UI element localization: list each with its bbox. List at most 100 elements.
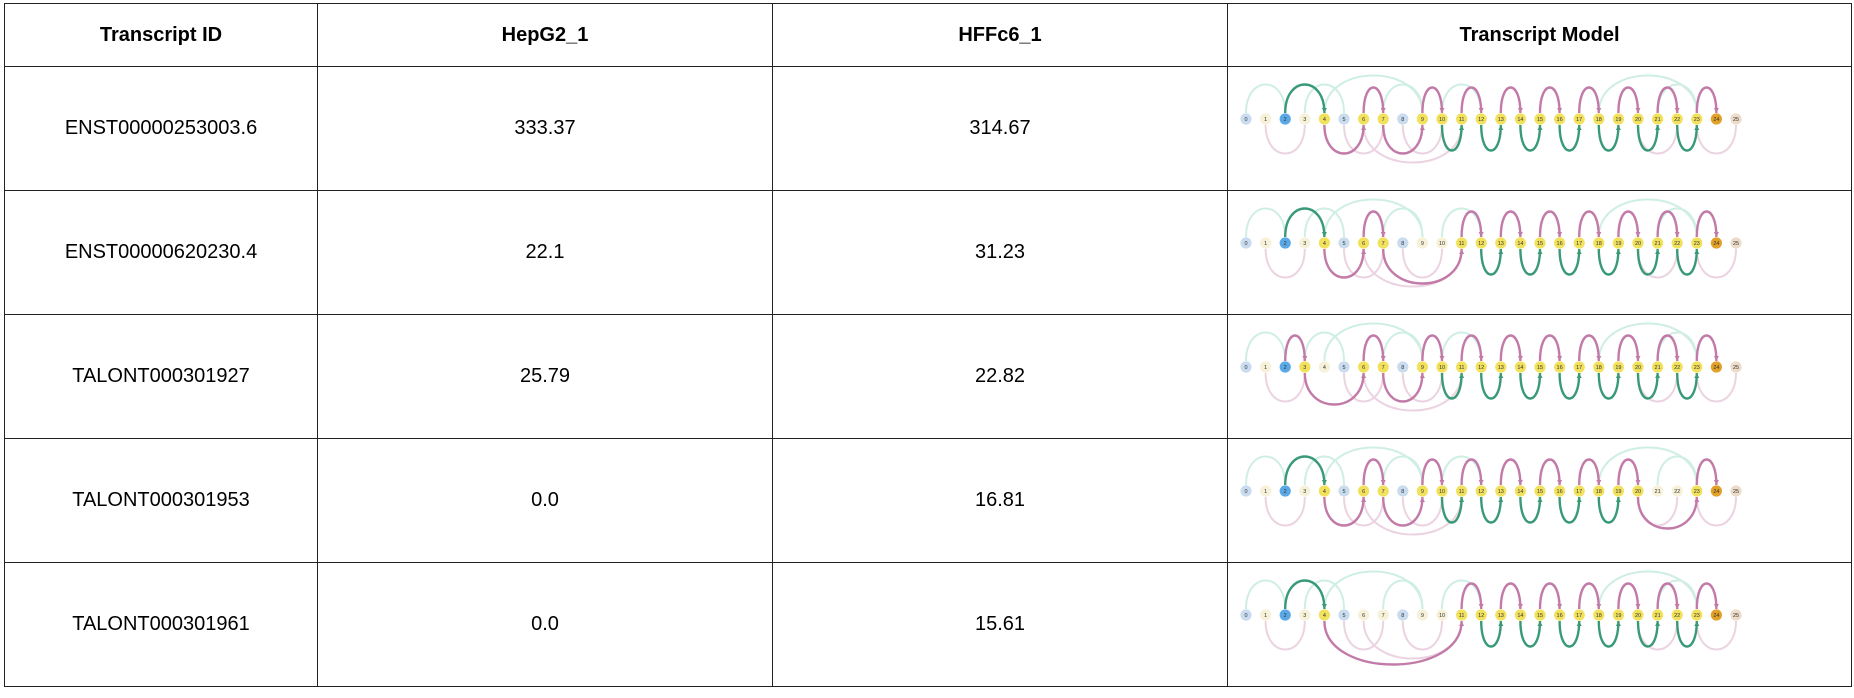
- exon-node: [1416, 113, 1428, 125]
- exon-node-label: 14: [1517, 489, 1523, 495]
- exon-node-label: 10: [1439, 613, 1445, 619]
- exon-node: [1416, 237, 1428, 249]
- arc-arrowhead: [1419, 125, 1425, 130]
- exon-node-label: 8: [1401, 365, 1404, 371]
- splice-arc: [1578, 86, 1600, 114]
- exon-node-label: 14: [1517, 613, 1523, 619]
- exon-node-label: 6: [1362, 489, 1365, 495]
- exon-node: [1279, 361, 1291, 373]
- transcript-model-diagram: 0 1 2 3 4 5 6 7 8 9 10 11 12 13 14 15 16 17 18 19 20 21 22 23 24…: [1240, 322, 1742, 412]
- background-arcs: [1245, 570, 1737, 660]
- hffc6-value-cell: 314.67: [772, 66, 1228, 191]
- exon-node-label: 21: [1655, 365, 1661, 371]
- arc-arrowhead: [1655, 249, 1661, 254]
- arc-arrowhead: [1694, 249, 1700, 254]
- exon-node-label: 13: [1498, 489, 1504, 495]
- exon-node-label: 13: [1498, 117, 1504, 123]
- exon-node-label: 2: [1284, 365, 1287, 371]
- arc-arrowhead: [1655, 373, 1661, 378]
- arc-arrowhead: [1576, 373, 1582, 378]
- splice-arc: [1284, 579, 1326, 610]
- exon-node-label: 10: [1439, 241, 1445, 247]
- exon-node-label: 22: [1674, 117, 1680, 123]
- exon-node: [1671, 113, 1683, 125]
- exon-node: [1240, 485, 1252, 497]
- splice-arc: [1480, 248, 1502, 276]
- arc-arrowhead: [1380, 232, 1386, 237]
- splice-arc: [1676, 620, 1698, 648]
- splice-arc: [1676, 372, 1698, 400]
- exon-node-label: 21: [1655, 613, 1661, 619]
- faint-arc: [1245, 455, 1287, 486]
- arc-arrowhead: [1361, 497, 1367, 502]
- arc-arrowhead: [1537, 125, 1543, 130]
- arc-arrowhead: [1615, 125, 1621, 130]
- exon-node: [1573, 113, 1585, 125]
- hepg2-value-cell: 22.1: [317, 190, 773, 315]
- exon-node: [1299, 361, 1311, 373]
- exon-node-label: 21: [1655, 117, 1661, 123]
- arc-arrowhead: [1674, 604, 1680, 609]
- exon-node-label: 13: [1498, 365, 1504, 371]
- exon-node-label: 11: [1459, 365, 1465, 371]
- exon-node: [1397, 485, 1409, 497]
- exon-node: [1358, 113, 1370, 125]
- exon-node: [1338, 485, 1350, 497]
- faint-arc: [1695, 124, 1737, 155]
- exon-node-label: 3: [1303, 117, 1306, 123]
- exon-node-label: 21: [1655, 489, 1661, 495]
- exon-node: [1691, 609, 1703, 621]
- arc-arrowhead: [1694, 497, 1700, 502]
- arc-arrowhead: [1713, 356, 1719, 361]
- splice-arc: [1676, 124, 1698, 152]
- exon-node-label: 2: [1284, 117, 1287, 123]
- exon-node-label: 23: [1694, 241, 1700, 247]
- transcript-id-cell: ENST00000620230.4: [4, 190, 318, 315]
- exon-node-label: 24: [1713, 613, 1719, 619]
- exon-node: [1671, 361, 1683, 373]
- arc-arrowhead: [1478, 356, 1484, 361]
- faint-arc: [1245, 579, 1287, 610]
- exon-node-label: 7: [1382, 613, 1385, 619]
- exon-node: [1710, 361, 1722, 373]
- exon-node: [1436, 361, 1448, 373]
- faint-arc: [1245, 207, 1287, 238]
- arc-arrowhead: [1537, 497, 1543, 502]
- exon-node: [1299, 237, 1311, 249]
- arc-arrowhead: [1380, 108, 1386, 113]
- arc-arrowhead: [1459, 621, 1465, 626]
- splice-arc: [1440, 124, 1463, 152]
- exon-node: [1691, 485, 1703, 497]
- exon-node-label: 18: [1596, 241, 1602, 247]
- header-hepg2: HepG2_1: [317, 3, 773, 67]
- exon-node-label: 20: [1635, 365, 1641, 371]
- exon-node: [1593, 609, 1605, 621]
- splice-arc: [1460, 458, 1483, 486]
- exon-node-label: 0: [1244, 241, 1247, 247]
- exon-node-label: 25: [1733, 613, 1739, 619]
- background-arcs: [1245, 446, 1737, 536]
- exon-node: [1632, 237, 1644, 249]
- arc-arrowhead: [1713, 232, 1719, 237]
- exon-node-label: 18: [1596, 489, 1602, 495]
- arc-arrowhead: [1361, 373, 1367, 378]
- exon-node-label: 16: [1557, 117, 1563, 123]
- exon-node-label: 1: [1264, 117, 1267, 123]
- faint-arc: [1362, 372, 1463, 412]
- arc-arrowhead: [1478, 108, 1484, 113]
- arc-arrowhead: [1478, 480, 1484, 485]
- exon-nodes: 0 1 2 3 4 5 6 7 8 9 10 11 12 13 14 15 16 17 18 19 20 21 22 23 24…: [1240, 609, 1742, 621]
- exon-node-label: 3: [1303, 489, 1306, 495]
- splice-arc: [1303, 372, 1365, 406]
- splice-arc: [1656, 582, 1679, 610]
- splice-arc: [1480, 620, 1502, 648]
- splice-arc: [1499, 210, 1522, 238]
- exon-node: [1514, 237, 1526, 249]
- exon-node: [1573, 361, 1585, 373]
- exon-node: [1730, 609, 1742, 621]
- exon-node-label: 17: [1576, 117, 1582, 123]
- arc-arrowhead: [1615, 621, 1621, 626]
- exon-node: [1318, 361, 1330, 373]
- exon-node: [1612, 609, 1624, 621]
- exon-node: [1632, 113, 1644, 125]
